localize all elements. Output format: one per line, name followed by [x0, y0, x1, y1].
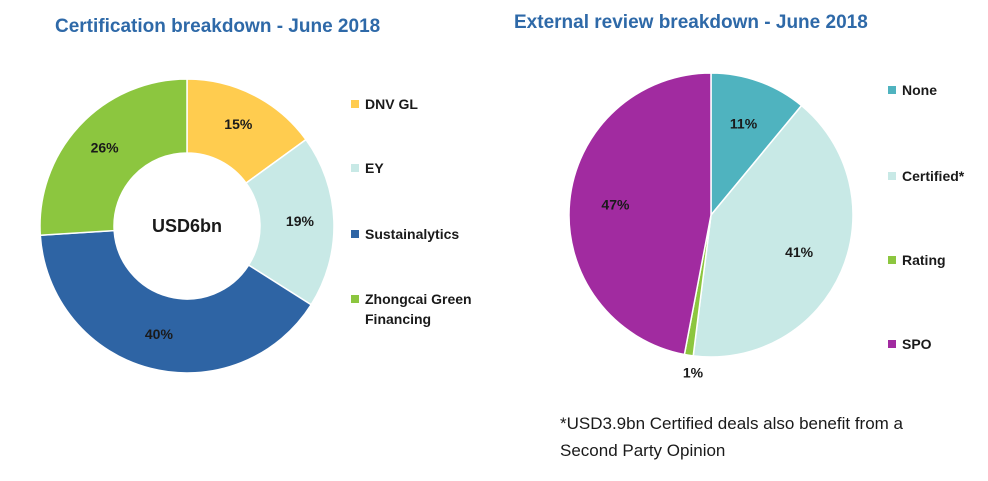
legend-swatch — [351, 295, 359, 303]
legend-item-ey: EY — [351, 158, 481, 178]
legend-swatch — [888, 86, 896, 94]
legend-label: None — [902, 82, 937, 98]
donut-chart-certification: 15% 19% 40% 26% USD6bn — [39, 78, 335, 374]
legend-swatch — [888, 172, 896, 180]
data-label-dnv-gl: 15% — [224, 116, 253, 132]
slice-spo — [568, 72, 712, 356]
legend-label: Certified* — [902, 168, 965, 184]
data-label-ey: 19% — [286, 213, 315, 229]
legend-label: Zhongcai Green Financing — [365, 291, 472, 327]
legend-label: SPO — [902, 336, 932, 352]
data-label-zhongcai-green-financing: 26% — [91, 139, 120, 155]
legend-label: DNV GL — [365, 96, 418, 112]
slice-zhongcai-green-financing — [39, 78, 188, 237]
legend-label: Sustainalytics — [365, 226, 460, 242]
slice-certified — [692, 104, 854, 358]
donut-center-label: USD6bn — [152, 216, 222, 236]
legend-item-spo: SPO — [888, 334, 988, 354]
legend-item-none: None — [888, 80, 988, 100]
data-label-sustainalytics: 40% — [145, 326, 174, 342]
legend-item-zhongcai-green-financing: Zhongcai Green Financing — [351, 289, 481, 329]
legend-swatch — [888, 340, 896, 348]
data-label-none: 11% — [730, 115, 758, 131]
footnote: *USD3.9bn Certified deals also benefit f… — [560, 414, 904, 460]
pie-chart-external-review: 11% 41% 1% 47% — [568, 72, 854, 381]
legend-label: EY — [365, 160, 384, 176]
legend-item-sustainalytics: Sustainalytics — [351, 224, 481, 244]
legend-swatch — [351, 164, 359, 172]
legend-swatch — [351, 100, 359, 108]
legend-item-dnv-gl: DNV GL — [351, 94, 481, 114]
data-label-certified: 41% — [785, 244, 814, 260]
legend-label: Rating — [902, 252, 946, 268]
chart-title-certification: Certification breakdown - June 2018 — [55, 16, 381, 37]
legend-item-rating: Rating — [888, 250, 988, 270]
legend-swatch — [888, 256, 896, 264]
slice-none — [710, 72, 803, 218]
slice-sustainalytics — [39, 229, 313, 374]
legend-swatch — [351, 230, 359, 238]
chart-title-external-review: External review breakdown - June 2018 — [514, 12, 868, 33]
data-label-spo: 47% — [601, 197, 630, 213]
slice-ey — [245, 138, 335, 306]
legend-item-certified: Certified* — [888, 166, 988, 186]
data-label-rating: 1% — [683, 365, 704, 381]
